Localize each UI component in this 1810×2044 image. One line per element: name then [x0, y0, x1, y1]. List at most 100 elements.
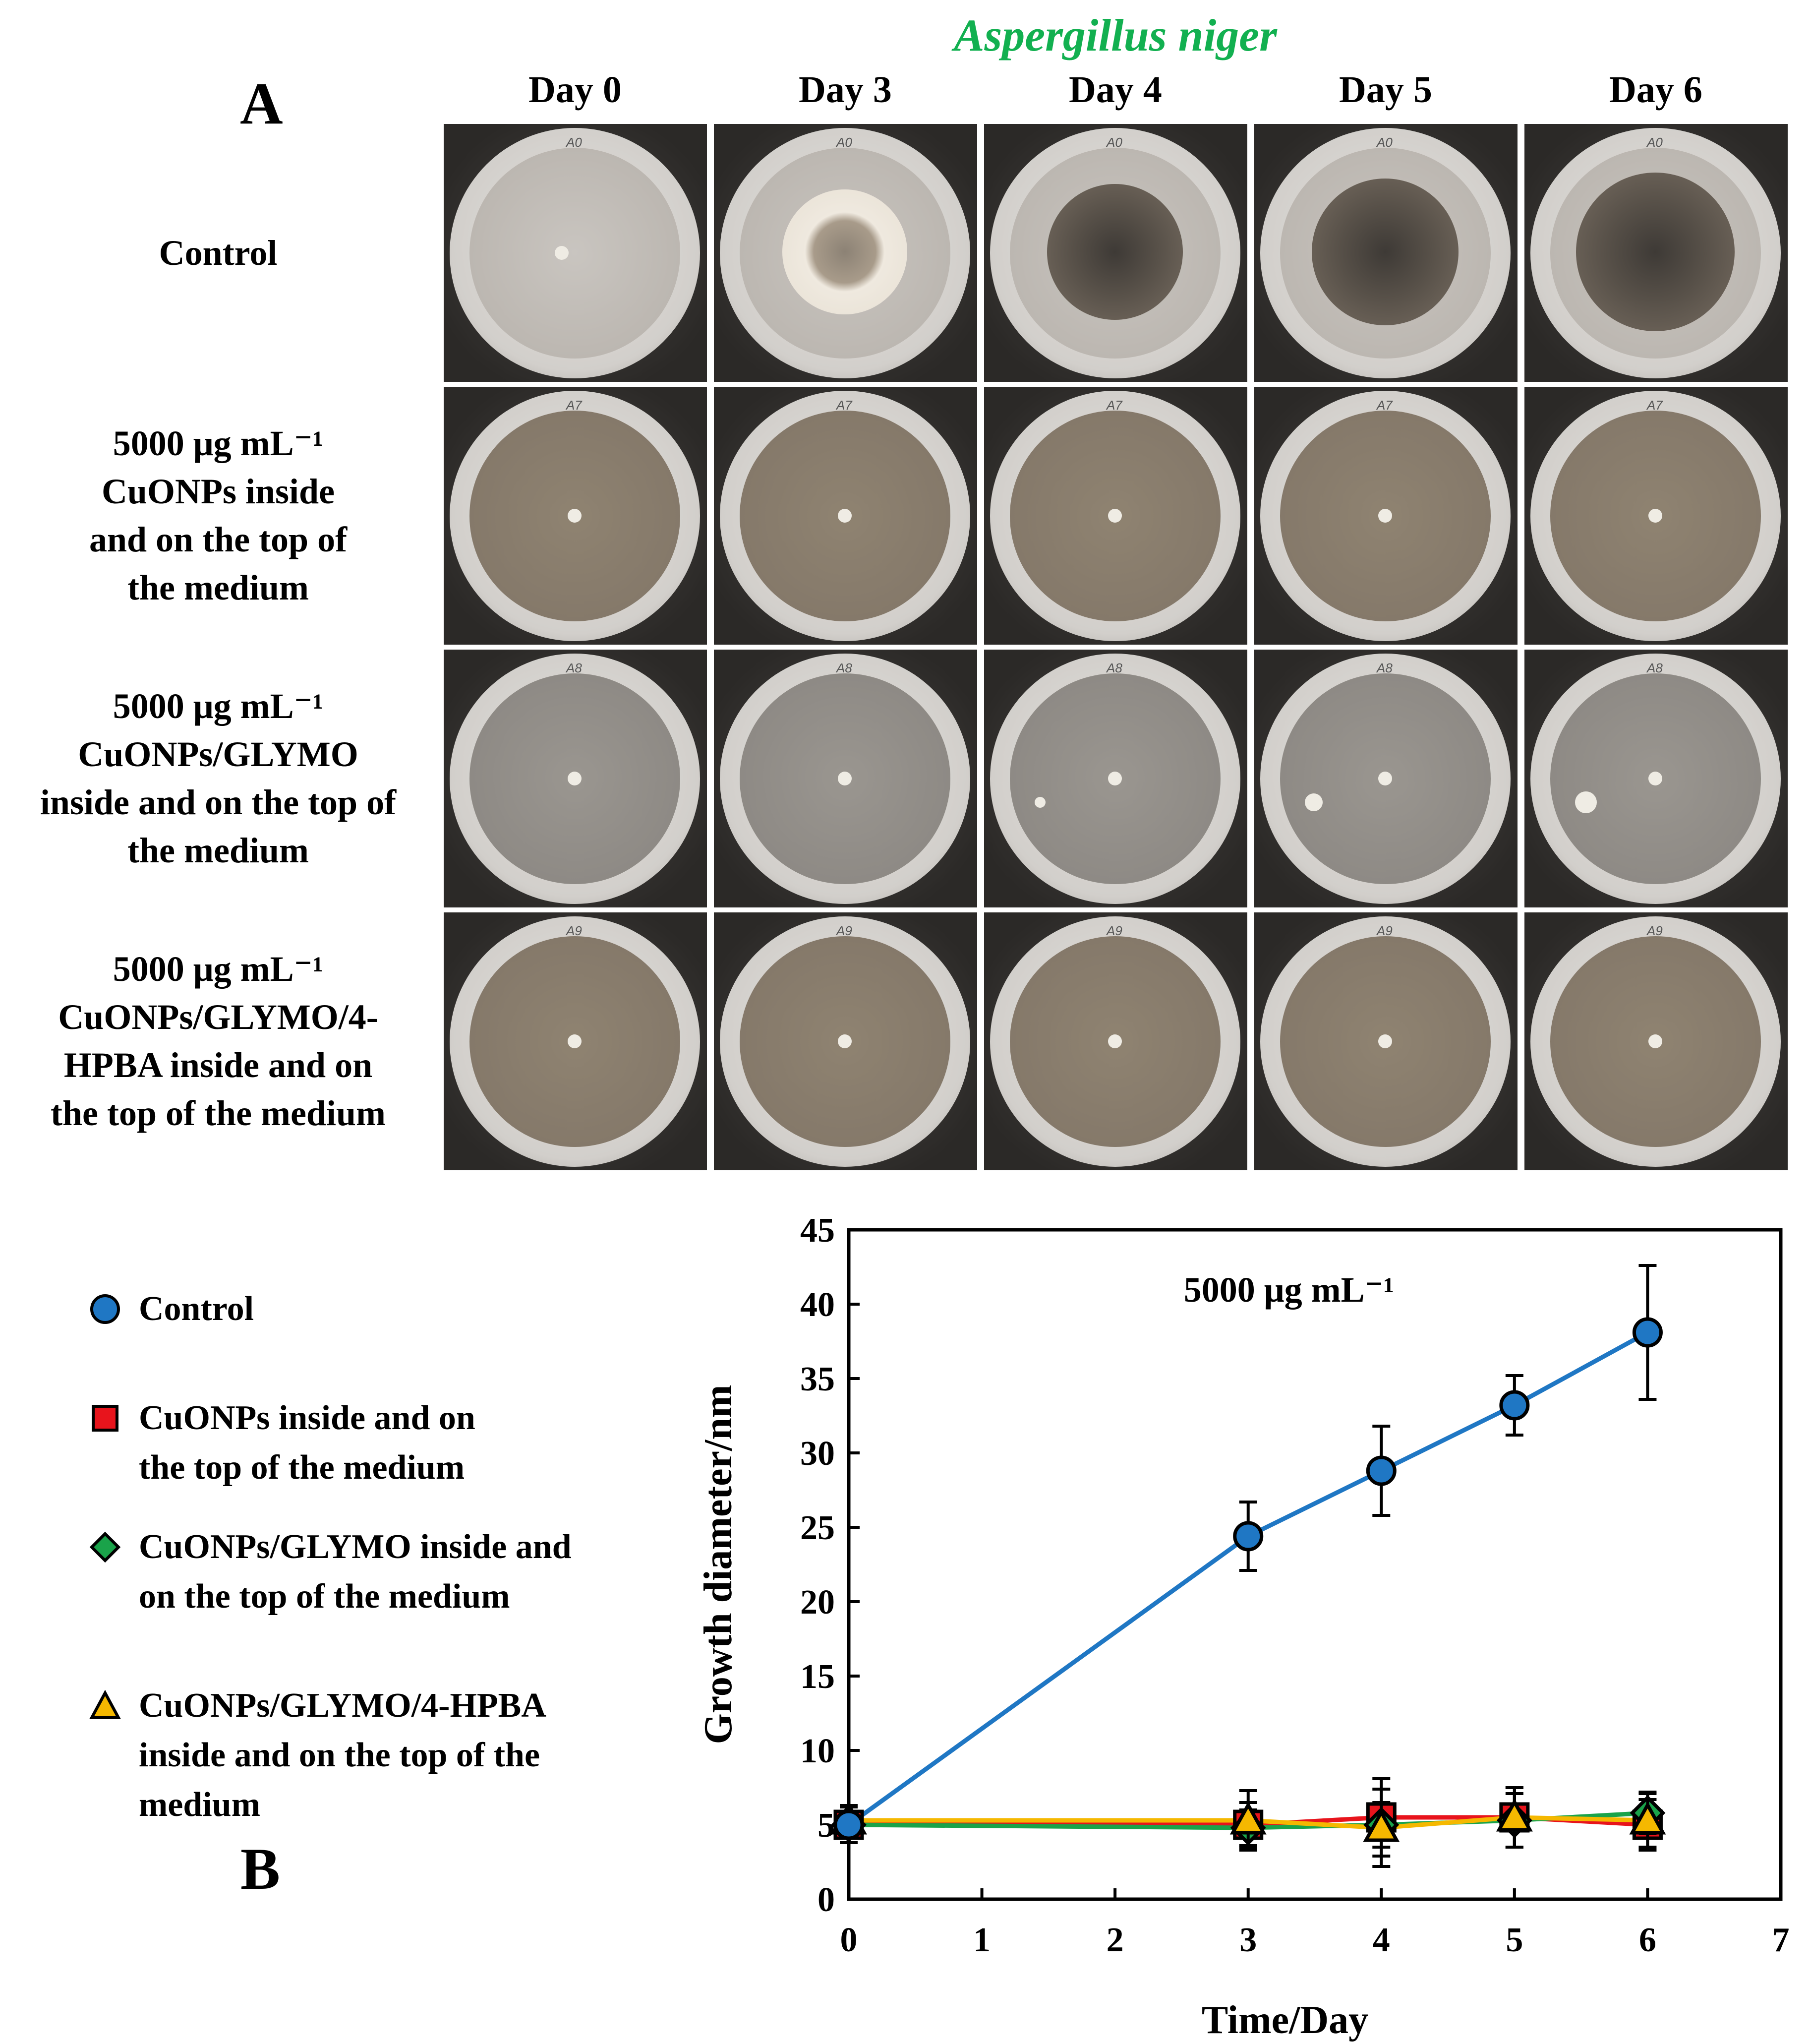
row-label-line: 5000 μg mL⁻¹ — [113, 686, 324, 726]
legend-diamond-icon — [89, 1531, 121, 1565]
petri-dish-photo: A9 — [984, 912, 1247, 1170]
legend-circle-icon — [89, 1293, 121, 1327]
data-point — [1629, 1801, 1666, 1835]
fungal-colony — [1047, 184, 1183, 320]
x-tick-label: 3 — [1239, 1921, 1257, 1959]
inoculum-disk — [568, 1034, 582, 1048]
contaminant-spot — [1575, 791, 1597, 813]
legend-entry-line: CuONPs/GLYMO/4-HPBA — [139, 1686, 546, 1725]
x-tick-label: 2 — [1107, 1921, 1124, 1959]
panel-a-label: A — [240, 70, 283, 136]
inoculum-disk — [555, 246, 569, 260]
petri-dish-photo: A0 — [714, 124, 977, 382]
inoculum-disk — [568, 509, 582, 523]
plate-tag: A9 — [1377, 923, 1393, 938]
contaminant-spot — [1305, 793, 1323, 811]
row-label-line: 5000 μg mL⁻¹ — [113, 423, 324, 463]
petri-dish-photo: A9 — [714, 912, 977, 1170]
petri-dish-photo: A7 — [714, 387, 977, 645]
legend-entry: CuONPs/GLYMO/4-HPBA inside and on the top… — [139, 1681, 546, 1830]
row-label-line: the top of the medium — [51, 1093, 386, 1133]
chart-annotation: 5000 μg mL⁻¹ — [1184, 1270, 1394, 1310]
row-label: 5000 μg mL⁻¹ CuONPs/GLYMO/4- HPBA inside a… — [0, 945, 436, 1138]
plate-tag: A9 — [566, 923, 582, 938]
plate-tag: A9 — [1107, 923, 1122, 938]
inoculum-disk — [568, 772, 582, 785]
inoculum-disk — [838, 1034, 852, 1048]
plate-tag: A8 — [836, 661, 852, 675]
plate-tag: A7 — [1647, 398, 1663, 413]
inoculum-disk — [1648, 509, 1662, 523]
plate-tag: A0 — [1647, 135, 1663, 150]
petri-dish-photo: A7 — [1254, 387, 1518, 645]
petri-dish-photo: A7 — [1524, 387, 1788, 645]
panel-b-label: B — [240, 1836, 281, 1902]
row-label-line: CuONPs inside — [101, 472, 335, 511]
petri-dish-grid: A0 A0 A0 A0 A0 A7 A7 A7 A7 A7 A8 A8 A8 A8 A8 A9 A9 A9 A9 A9 — [444, 124, 1789, 1180]
data-point — [1229, 1801, 1267, 1835]
row-label-line: Control — [159, 233, 278, 273]
legend-entry-line: medium — [139, 1786, 260, 1824]
y-tick-label: 25 — [800, 1509, 835, 1547]
plate-tag: A7 — [836, 398, 852, 413]
row-label: 5000 μg mL⁻¹ CuONPs/GLYMO inside and on th… — [0, 682, 436, 875]
fungal-colony — [1312, 179, 1459, 325]
plate-tag: A0 — [836, 135, 852, 150]
petri-dish-photo: A8 — [1254, 650, 1518, 907]
inoculum-disk — [1108, 772, 1122, 785]
petri-dish-photo: A7 — [984, 387, 1247, 645]
data-point — [833, 1809, 864, 1840]
inoculum-disk — [1108, 1034, 1122, 1048]
petri-dish-photo: A0 — [1254, 124, 1518, 382]
legend-entry-line: CuONPs/GLYMO inside and — [139, 1528, 572, 1566]
petri-dish-photo: A9 — [444, 912, 707, 1170]
petri-dish-photo: A8 — [1524, 650, 1788, 907]
day-header: Day 6 — [1609, 69, 1702, 111]
plate-tag: A0 — [566, 135, 582, 150]
row-label: Control — [0, 229, 436, 277]
species-title: Aspergillus niger — [954, 10, 1277, 60]
inoculum-disk — [1378, 509, 1392, 523]
data-point — [1363, 1808, 1400, 1842]
x-axis-label: Time/Day — [1202, 1998, 1368, 2042]
fungal-colony — [1576, 173, 1735, 331]
petri-dish-photo: A8 — [444, 650, 707, 907]
fungal-colony — [782, 189, 907, 314]
plate-tag: A0 — [1107, 135, 1122, 150]
plate-tag: A7 — [1107, 398, 1122, 413]
y-tick-label: 15 — [800, 1658, 835, 1696]
y-tick-label: 35 — [800, 1360, 835, 1398]
legend-entry-line: Control — [139, 1290, 254, 1328]
row-label-line: CuONPs/GLYMO/4- — [58, 997, 378, 1037]
day-header: Day 3 — [799, 69, 892, 111]
x-tick-label: 7 — [1772, 1921, 1790, 1959]
legend-entry-line: on the top of the medium — [139, 1577, 510, 1616]
petri-dish-photo: A0 — [984, 124, 1247, 382]
petri-dish-photo: A0 — [1524, 124, 1788, 382]
x-tick-label: 4 — [1373, 1921, 1390, 1959]
legend-triangle-icon — [89, 1689, 121, 1724]
y-tick-label: 40 — [800, 1286, 835, 1324]
legend-entry-line: CuONPs inside and on — [139, 1399, 475, 1437]
inoculum-disk — [1378, 772, 1392, 785]
data-point — [1632, 1317, 1663, 1348]
petri-dish-photo: A0 — [444, 124, 707, 382]
inoculum-disk — [1378, 1034, 1392, 1048]
row-label-line: inside and on the top of — [40, 782, 397, 822]
plate-tag: A9 — [836, 923, 852, 938]
inoculum-disk — [838, 772, 852, 785]
petri-dish-photo: A9 — [1254, 912, 1518, 1170]
x-tick-label: 0 — [840, 1921, 858, 1959]
row-label-line: the medium — [127, 568, 309, 607]
petri-dish-photo: A9 — [1524, 912, 1788, 1170]
x-tick-label: 5 — [1506, 1921, 1523, 1959]
x-tick-label: 1 — [973, 1921, 991, 1959]
day-header: Day 0 — [528, 69, 622, 111]
inoculum-disk — [1108, 509, 1122, 523]
plate-tag: A8 — [1107, 661, 1122, 675]
y-tick-label: 0 — [817, 1881, 835, 1919]
plate-tag: A8 — [1647, 661, 1663, 675]
plate-tag: A7 — [566, 398, 582, 413]
row-label-line: HPBA inside and on — [63, 1045, 373, 1085]
